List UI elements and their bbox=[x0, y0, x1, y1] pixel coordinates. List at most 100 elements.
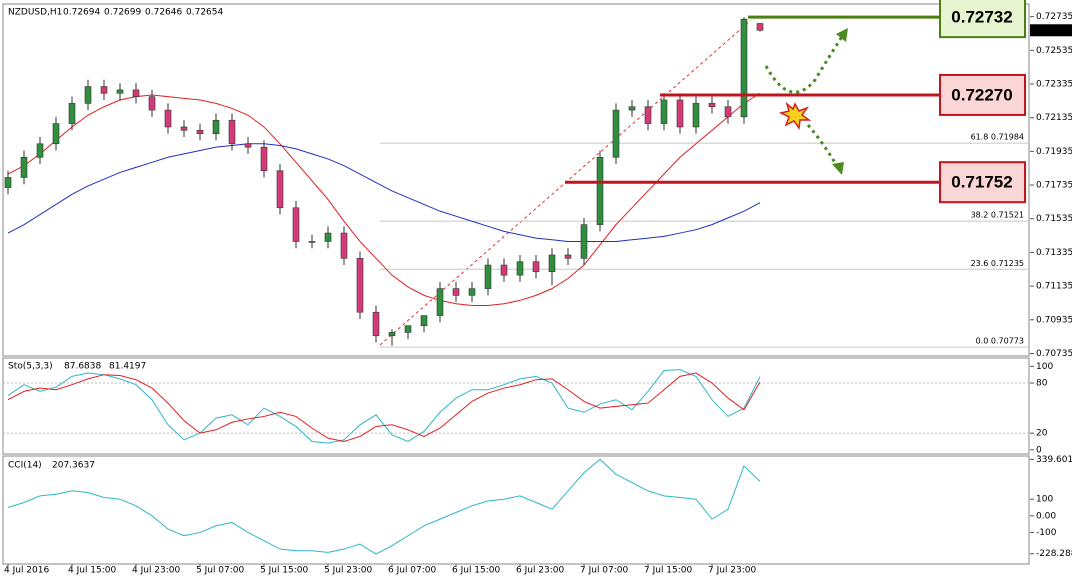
candle-body bbox=[84, 86, 92, 104]
candle-body bbox=[708, 103, 716, 108]
cci-title: CCI(14) bbox=[8, 461, 42, 471]
moving-average bbox=[7, 92, 761, 306]
price-tag bbox=[1030, 24, 1072, 37]
price-panel bbox=[2, 3, 1030, 357]
y-tick-label: -228.288 bbox=[1036, 549, 1072, 559]
candle-body bbox=[644, 106, 652, 124]
y-tick-label: 0.71935 bbox=[1036, 147, 1072, 157]
x-tick-label: 7 Jul 15:00 bbox=[644, 566, 693, 576]
fib-label: 38.2 0.71521 bbox=[971, 211, 1024, 220]
x-tick-label: 5 Jul 07:00 bbox=[196, 566, 245, 576]
stochastic-panel bbox=[2, 357, 1030, 455]
candle-body bbox=[308, 241, 316, 243]
fib-label: 61.8 0.71984 bbox=[971, 133, 1024, 142]
y-tick-label: -100 bbox=[1036, 528, 1057, 538]
fib-label: 0.0 0.70773 bbox=[976, 337, 1024, 346]
candle-body bbox=[100, 86, 108, 94]
y-tick-label: 339.6012 bbox=[1036, 455, 1072, 465]
level-box bbox=[939, 73, 1026, 116]
x-tick-label: 6 Jul 23:00 bbox=[516, 566, 565, 576]
x-tick-label: 6 Jul 07:00 bbox=[388, 566, 437, 576]
up-arrowhead bbox=[836, 28, 848, 42]
candle-body bbox=[388, 332, 396, 337]
down-arrowhead bbox=[832, 162, 844, 175]
candle-body bbox=[132, 89, 140, 97]
x-tick-label: 7 Jul 07:00 bbox=[580, 566, 629, 576]
candle-body bbox=[596, 156, 604, 225]
candle-body bbox=[68, 103, 76, 124]
candle-body bbox=[244, 143, 252, 148]
x-tick-label: 6 Jul 15:00 bbox=[452, 566, 501, 576]
candle-body bbox=[548, 254, 556, 273]
candle-body bbox=[564, 254, 572, 259]
header-close: 0.72654 bbox=[186, 8, 223, 18]
candle-body bbox=[420, 315, 428, 326]
candle-body bbox=[516, 261, 524, 276]
candle-body bbox=[612, 109, 620, 158]
candle-body bbox=[276, 170, 284, 209]
y-tick-label: 100 bbox=[1036, 362, 1053, 372]
candle-body bbox=[4, 177, 12, 188]
header-low: 0.72646 bbox=[145, 8, 182, 18]
level-label: 0.72732 bbox=[951, 8, 1012, 27]
y-tick-label: 0.71535 bbox=[1036, 214, 1072, 224]
candle-body bbox=[260, 146, 268, 172]
level-label: 0.71752 bbox=[951, 173, 1012, 192]
level-label: 0.72270 bbox=[951, 85, 1012, 104]
candle-body bbox=[196, 130, 204, 134]
candle-body bbox=[372, 311, 380, 337]
sto-main-value: 87.6838 bbox=[64, 362, 101, 372]
candle-body bbox=[756, 23, 764, 31]
fib-diagonal bbox=[379, 20, 751, 346]
candle-body bbox=[20, 156, 28, 178]
candle-body bbox=[180, 126, 188, 131]
y-tick-label: 0.70735 bbox=[1036, 349, 1072, 359]
candle-body bbox=[628, 106, 636, 111]
y-tick-label: 100 bbox=[1036, 495, 1053, 505]
annotation-arrows bbox=[764, 28, 848, 175]
candle-body bbox=[532, 261, 540, 273]
x-tick-label: 4 Jul 2016 bbox=[4, 566, 49, 576]
candle-body bbox=[500, 264, 508, 276]
y-tick-label: 0.71135 bbox=[1036, 282, 1072, 292]
price-title: NZDUSD,H1 bbox=[8, 8, 62, 18]
y-tick-label: 0 bbox=[1036, 445, 1042, 455]
candle-body bbox=[324, 232, 332, 242]
candle-body bbox=[340, 232, 348, 259]
candle-body bbox=[580, 224, 588, 259]
candle-body bbox=[468, 288, 476, 296]
x-tick-label: 7 Jul 23:00 bbox=[708, 566, 757, 576]
candle-body bbox=[164, 109, 172, 128]
candle-body bbox=[676, 99, 684, 128]
fib-label: 23.6 0.71235 bbox=[971, 259, 1024, 268]
candle-body bbox=[116, 89, 124, 94]
candle-body bbox=[212, 119, 220, 134]
y-tick-label: 0.70935 bbox=[1036, 315, 1072, 325]
candle-body bbox=[692, 103, 700, 128]
y-tick-label: 0.72335 bbox=[1036, 80, 1072, 90]
y-tick-label: 80 bbox=[1036, 379, 1048, 389]
break-star bbox=[778, 101, 812, 130]
candle-body bbox=[36, 143, 44, 158]
level-box bbox=[939, 0, 1026, 39]
candle-body bbox=[404, 325, 412, 333]
candle-body bbox=[148, 96, 156, 111]
candle-body bbox=[356, 258, 364, 313]
indicator-line bbox=[7, 372, 761, 442]
candle-body bbox=[452, 288, 460, 296]
header-open: 0.72694 bbox=[63, 8, 100, 18]
cci-value: 207.3637 bbox=[52, 461, 95, 471]
candle-body bbox=[292, 207, 300, 242]
sto-title: Sto(5,3,3) bbox=[8, 362, 53, 372]
y-tick-label: 20 bbox=[1036, 429, 1048, 439]
y-tick-label: 0.71335 bbox=[1036, 248, 1072, 258]
x-tick-label: 4 Jul 15:00 bbox=[68, 566, 117, 576]
cci-panel bbox=[2, 455, 1030, 565]
sto-signal-value: 81.4197 bbox=[109, 362, 146, 372]
x-tick-label: 5 Jul 23:00 bbox=[324, 566, 373, 576]
candle-body bbox=[660, 99, 668, 124]
y-tick-label: 0.72735 bbox=[1036, 12, 1072, 22]
y-tick-label: 0.72535 bbox=[1036, 46, 1072, 56]
up-arrow bbox=[764, 31, 847, 94]
